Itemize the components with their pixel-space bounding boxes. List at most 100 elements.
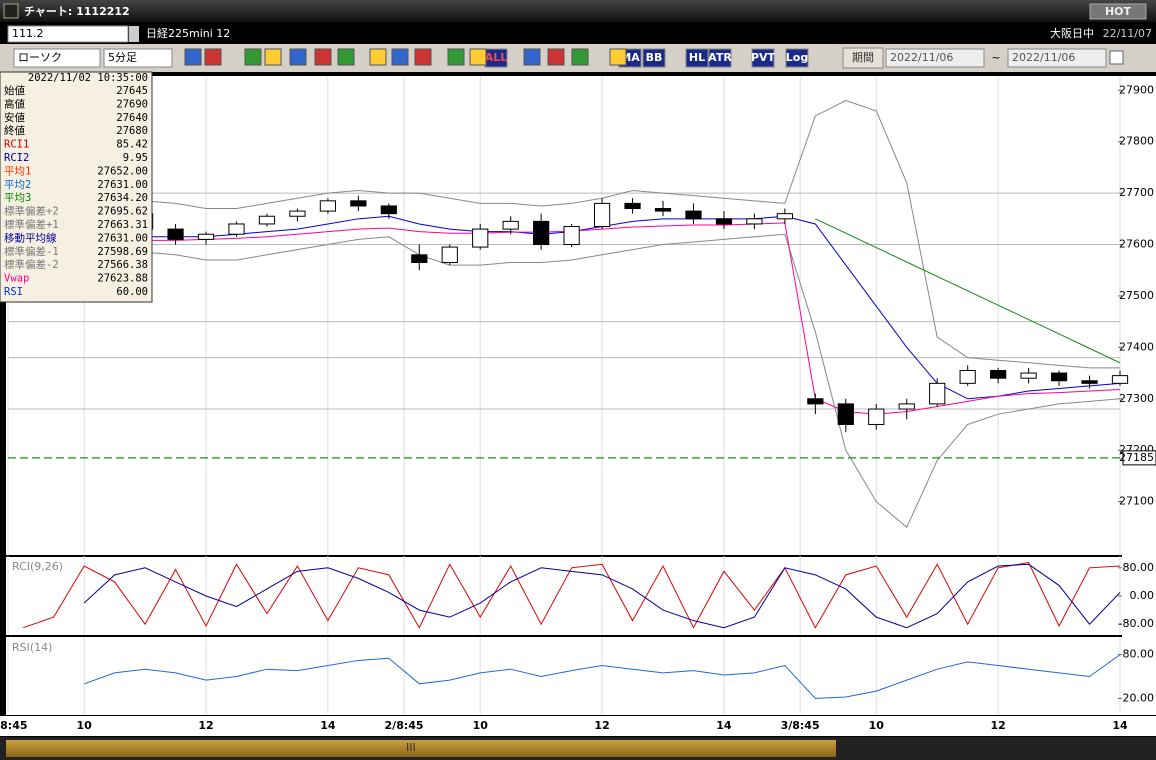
toolbar-icon[interactable] [244,48,262,66]
toolbar-icon[interactable] [369,48,387,66]
toolbar-button[interactable] [642,48,666,68]
toolbar-icon[interactable] [414,48,432,66]
series-line [23,100,1120,369]
candle-body [228,223,245,235]
info-datetime: 2022/11/02 10:35:00 [28,72,148,84]
info-value: 9.95 [123,152,148,164]
x-tick-label: 12 [990,719,1005,732]
x-tick-label: 10 [869,719,885,732]
price-marker [1122,450,1156,466]
x-tick-label: 12 [594,719,609,732]
info-value: 27631.00 [97,232,148,244]
y-tick-label: 27300 [1119,392,1154,405]
candle-body [1111,375,1129,384]
period-select[interactable] [103,48,173,68]
title-bar [0,0,1156,22]
series-line [83,654,1121,699]
toolbar-icon[interactable] [204,48,222,66]
symbol-drop[interactable] [129,26,139,42]
toolbar-icon[interactable] [184,48,202,66]
candle-body [563,226,580,246]
price-marker-label: 27185 [1119,451,1154,464]
info-label: RCI2 [4,152,29,164]
date-from-box[interactable] [885,48,985,68]
info-value: 27645 [116,85,148,97]
candle-body [533,220,550,246]
candle-body [289,210,306,217]
toolbar-button[interactable] [751,48,775,68]
toolbar-icon[interactable] [547,48,565,66]
candle-body [654,208,672,212]
candle-body [929,382,946,405]
window-title: チャート: 1112212 [24,5,130,18]
candle-body [959,369,976,384]
chart-type-select[interactable] [13,48,101,68]
x-tick-label: 14 [716,719,732,732]
toolbar-icon[interactable] [337,48,355,66]
candle-body [776,213,793,220]
toolbar-button[interactable] [685,48,709,68]
info-label: Vwap [4,273,29,285]
checkbox[interactable] [1109,50,1124,65]
info-value: 27623.88 [97,273,148,285]
chart-type[interactable]: ローソク [18,51,62,64]
candle-body [441,246,458,264]
rsi-panel [6,637,1122,715]
x-tick-label: 14 [1112,719,1128,732]
toolbar-icon[interactable] [289,48,307,66]
info-value: 27566.38 [97,259,148,271]
toolbar-button-label[interactable]: BB [646,51,663,64]
scroll-thumb[interactable] [6,740,836,757]
info-value: 27634.20 [97,192,148,204]
info-label: 標準偏差-1 [4,245,59,258]
toolbar-button[interactable] [785,48,809,68]
period[interactable]: 5分足 [108,51,137,64]
x-tick-label: 10 [473,719,489,732]
toolbar-button[interactable] [708,48,732,68]
info-label: 平均2 [4,179,31,191]
scroll-grip[interactable]: III [406,741,416,754]
range-button[interactable] [842,47,884,69]
toolbar-icon[interactable] [523,48,541,66]
series-line [23,561,1121,629]
toolbar-button-label[interactable]: Log [786,51,808,64]
info-label: 移動平均線 [4,231,57,244]
candle-body [1020,372,1037,379]
toolbar-button-label[interactable]: HL [689,51,705,64]
info-label: 平均1 [4,165,31,177]
symbol[interactable]: 111.2 [12,27,44,40]
info-value: 27663.31 [97,219,148,231]
date-from[interactable]: 2022/11/06 [890,51,953,64]
toolbar-button-label[interactable]: ALL [485,51,508,64]
candle-body [502,220,519,230]
toolbar-icon[interactable] [571,48,589,66]
toolbar-icon[interactable] [609,48,627,66]
date-to-box[interactable] [1007,48,1107,68]
toolbar-icon[interactable] [391,48,409,66]
series-line [83,563,1121,629]
header-date: 22/11/07 [1103,27,1152,40]
toolbar-icon[interactable] [447,48,465,66]
info-label: 平均3 [4,192,31,204]
hot-label[interactable]: HOT [1105,5,1132,18]
y-tick-label: 20.00 [1123,691,1155,704]
candle-body [167,228,184,240]
toolbar-icon[interactable] [314,48,332,66]
info-label: 安値 [4,111,25,124]
candle-body [990,369,1007,379]
candle-body [868,408,885,425]
app-icon [3,3,19,19]
toolbar-icon[interactable] [264,48,282,66]
toolbar-button-label[interactable]: PVT [751,51,776,64]
candle-body [1050,372,1068,382]
panel-title: RCI(9,26) [12,560,63,573]
date-to[interactable]: 2022/11/06 [1012,51,1075,64]
toolbar-button-label[interactable]: ATR [708,51,732,64]
y-tick-label: 27400 [1119,340,1154,353]
toolbar-icon[interactable] [469,48,487,66]
candle-body [593,202,611,228]
hot-button[interactable] [1089,3,1147,20]
info-value: 27695.62 [97,206,148,218]
range-label[interactable]: 期間 [852,51,874,64]
symbol-box[interactable] [7,25,129,43]
